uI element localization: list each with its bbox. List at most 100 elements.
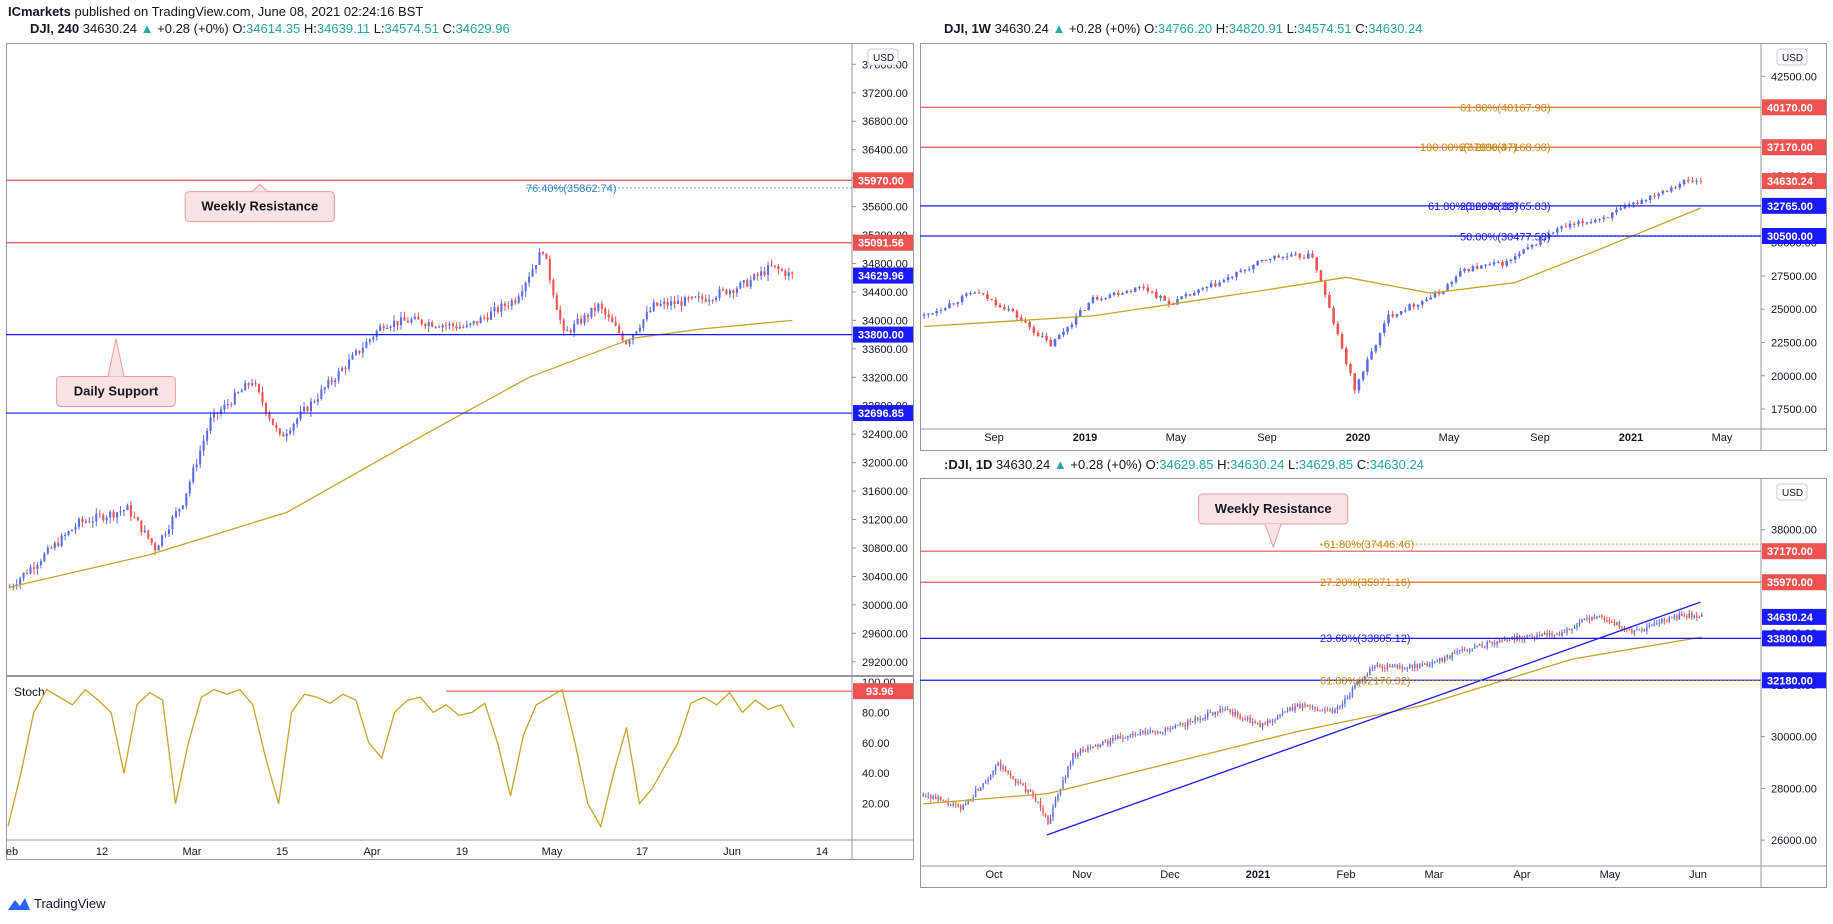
candle-body <box>341 368 344 371</box>
x-tick-label: Mar <box>183 846 202 858</box>
candle-body <box>1254 721 1256 723</box>
candle-body <box>1074 315 1078 325</box>
candle-body <box>1426 663 1429 667</box>
high-label: H: <box>303 21 317 36</box>
candle-body <box>1142 731 1144 733</box>
candle-body <box>989 775 992 780</box>
candle-body <box>994 299 998 305</box>
candle-body <box>670 301 673 306</box>
indicator-name: Stoch <box>14 685 45 699</box>
candle-body <box>1419 664 1421 668</box>
candle-body <box>1281 712 1284 715</box>
publisher-name[interactable]: ICmarkets <box>8 4 71 19</box>
candle-body <box>1079 310 1082 316</box>
candle-body <box>1286 710 1289 712</box>
candle-body <box>1528 635 1531 637</box>
last-price-tag <box>1762 173 1826 190</box>
candle-body <box>493 306 496 312</box>
y-tick-label: 37200.00 <box>862 88 908 100</box>
candle-body <box>1009 773 1012 777</box>
candle-body <box>1121 293 1124 295</box>
x-tick-label: Sep <box>1257 432 1277 444</box>
symbol-label[interactable]: DJI, 1W <box>944 21 991 36</box>
symbol-label[interactable]: :DJI, 1D <box>944 457 993 472</box>
candle-body <box>1152 730 1154 732</box>
candle-body <box>1214 711 1216 715</box>
candle-body <box>1698 616 1701 618</box>
candle-body <box>278 428 281 435</box>
candle-body <box>1054 799 1057 807</box>
candle-body <box>1425 299 1428 302</box>
candle-body <box>1334 709 1336 713</box>
y-tick-label: 26000.00 <box>1771 835 1817 847</box>
candle-body <box>361 348 364 353</box>
candle-body <box>1476 645 1478 647</box>
candle-body <box>944 800 947 802</box>
candle-body <box>1039 801 1042 809</box>
chart-title-dji-1d: :DJI, 1D 34630.24 ▲ +0.28 (+0%) O:34629.… <box>944 457 1424 472</box>
candle-body <box>1007 308 1010 310</box>
candle-body <box>1531 636 1533 639</box>
candle-body <box>1004 767 1007 772</box>
candle-body <box>209 417 212 431</box>
candle-body <box>206 430 209 441</box>
chart-dji-1w[interactable]: 42500.0040000.0037500.0035000.0032500.00… <box>920 43 1827 451</box>
candle-body <box>676 300 680 305</box>
candle-body <box>787 272 790 277</box>
candle-body <box>1019 781 1022 784</box>
currency-label: USD <box>1782 53 1803 64</box>
candle-body <box>438 326 441 328</box>
chart-dji-1d[interactable]: 38000.0036000.0034000.0032000.0030000.00… <box>920 478 1827 888</box>
candle-body <box>1674 187 1677 189</box>
candle-body <box>1204 717 1206 720</box>
candle-body <box>39 561 42 565</box>
candle-body <box>1384 668 1386 670</box>
candle-body <box>1615 209 1618 213</box>
candle-body <box>1057 334 1061 340</box>
candle-body <box>476 321 479 324</box>
candle-body <box>514 300 517 303</box>
fib-label: 100.00%(37000.47) <box>1420 142 1517 154</box>
moving-average-line <box>924 207 1702 328</box>
candle-body <box>1513 256 1517 260</box>
y-tick-label: 34000.00 <box>862 315 908 327</box>
candle-body <box>116 512 119 518</box>
x-tick-label: eb <box>6 846 18 858</box>
y-tick-label: 28000.00 <box>1771 783 1817 795</box>
candle-body <box>1284 711 1286 713</box>
chart-dji-240[interactable]: 37600.0037200.0036800.0036400.0036000.00… <box>6 43 914 676</box>
candle-body <box>1167 727 1169 730</box>
candle-body <box>1277 255 1280 258</box>
candle-body <box>1226 709 1229 711</box>
candle-body <box>1162 731 1164 733</box>
candle-body <box>929 795 932 799</box>
candle-body <box>1361 680 1364 682</box>
candle-body <box>26 572 29 574</box>
level-tag-label: 35091.56 <box>858 238 904 250</box>
candle-body <box>1696 615 1698 618</box>
candle-body <box>1571 628 1573 631</box>
close-value: 34630.24 <box>1369 457 1424 472</box>
level-tag <box>1762 197 1826 214</box>
tradingview-logo[interactable]: TradingView <box>8 896 106 911</box>
high-value: 34820.91 <box>1228 21 1283 36</box>
candle-body <box>1139 732 1142 735</box>
candle-body <box>1463 268 1466 272</box>
candle-body <box>1011 308 1015 312</box>
candle-body <box>1119 736 1122 739</box>
candle-body <box>1378 332 1382 346</box>
callout-box <box>1198 493 1349 525</box>
candle-body <box>1229 709 1231 712</box>
fib-label: 61.80%(32176.32) <box>1320 675 1411 687</box>
candle-body <box>1486 641 1488 648</box>
candle-body <box>1361 371 1365 380</box>
candle-body <box>690 296 693 299</box>
candle-body <box>1112 292 1116 295</box>
candle-body <box>1653 623 1656 626</box>
candle-body <box>1371 668 1374 670</box>
symbol-label[interactable]: DJI, 240 <box>30 21 80 36</box>
x-tick-label: Jun <box>723 846 741 858</box>
candle-body <box>994 766 997 772</box>
candle-body <box>1488 264 1492 266</box>
